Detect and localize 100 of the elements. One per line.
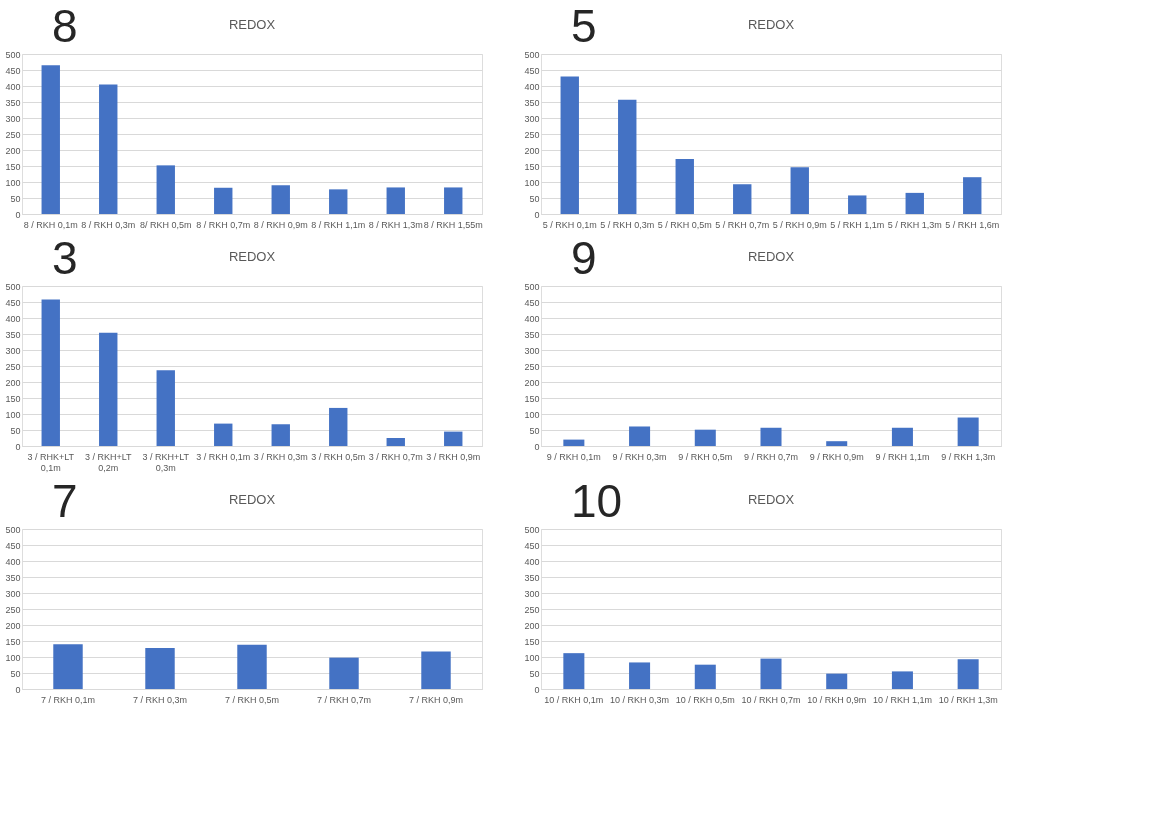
chart-title: REDOX — [747, 492, 795, 507]
y-tick-label: 500 — [5, 281, 21, 292]
y-tick-label: 450 — [5, 540, 21, 551]
y-tick-label: 350 — [5, 572, 21, 583]
x-tick-label: 5 / RKH 0,1m — [542, 219, 597, 230]
y-tick-label: 450 — [5, 297, 21, 308]
text: 7 — [52, 475, 78, 527]
y-tick-label: 150 — [5, 161, 21, 172]
y-tick-label: 150 — [5, 393, 21, 404]
x-tick-label: 3 / RKH 0,3m — [253, 451, 308, 462]
bar — [156, 165, 175, 214]
y-tick-label: 50 — [10, 425, 21, 436]
y-tick-label: 50 — [529, 193, 540, 204]
bar — [563, 653, 585, 689]
x-tick-label: 5 / RKH 1,3m — [887, 219, 942, 230]
y-tick-label: 400 — [5, 556, 21, 567]
bar — [329, 407, 348, 446]
y-tick-label: 400 — [5, 313, 21, 324]
y-tick-label: 250 — [5, 361, 21, 372]
y-tick-label: 450 — [524, 297, 540, 308]
bar — [733, 184, 752, 214]
x-tick-label: 3 / RKH+LT 0,2m — [84, 451, 133, 473]
y-tick-label: 100 — [5, 409, 21, 420]
x-tick-label: 8 / RKH 0,7m — [196, 219, 251, 230]
x-tick-label: 8 / RKH 1,3m — [368, 219, 423, 230]
y-tick-label: 150 — [524, 636, 540, 647]
x-tick-label: 9 / RKH 0,7m — [743, 451, 799, 462]
bar — [99, 84, 118, 214]
bar — [386, 438, 405, 446]
y-tick-label: 100 — [524, 409, 540, 420]
x-tick-label: 8 / RKH 1,55m — [423, 219, 483, 230]
bar — [629, 662, 651, 689]
y-tick-label: 250 — [5, 129, 21, 140]
y-tick-label: 200 — [5, 145, 21, 156]
y-tick-label: 400 — [524, 81, 540, 92]
bar — [214, 423, 233, 446]
chart-title: REDOX — [228, 492, 276, 507]
x-tick-label: 8/ RKH 0,5m — [139, 219, 192, 230]
x-tick-label: 3 / RKH 0,9m — [426, 451, 481, 462]
chart-title: REDOX — [747, 17, 795, 32]
x-tick-label: 9 / RKH 0,1m — [546, 451, 601, 462]
y-tick-label: 350 — [5, 329, 21, 340]
text: 3 — [52, 232, 78, 284]
y-tick-label: 450 — [5, 65, 21, 76]
y-tick-label: 250 — [524, 604, 540, 615]
x-tick-label: 9 / RKH 0,5m — [678, 451, 733, 462]
bar — [41, 65, 60, 214]
y-tick-label: 100 — [524, 652, 540, 663]
y-tick-label: 500 — [5, 49, 21, 60]
x-tick-label: 9 / RKH 1,3m — [941, 451, 996, 462]
chart-title: REDOX — [228, 249, 276, 264]
bar — [618, 99, 637, 214]
bar — [237, 644, 267, 689]
y-tick-label: 350 — [5, 97, 21, 108]
x-tick-label: 10 / RKH 0,9m — [807, 694, 867, 705]
y-tick-label: 0 — [15, 684, 21, 695]
bar — [848, 195, 867, 214]
x-tick-label: 5 / RKH 0,7m — [715, 219, 770, 230]
y-tick-label: 50 — [529, 668, 540, 679]
x-tick-label: 9 / RKH 0,9m — [809, 451, 864, 462]
x-tick-label: 8 / RKH 1,1m — [311, 219, 366, 230]
bar — [694, 664, 716, 689]
x-tick-label: 10 / RKH 0,5m — [675, 694, 735, 705]
y-tick-label: 500 — [524, 49, 540, 60]
y-tick-label: 300 — [5, 588, 21, 599]
y-tick-label: 500 — [524, 281, 540, 292]
y-tick-label: 300 — [524, 588, 540, 599]
bar — [760, 427, 782, 446]
bar — [99, 332, 118, 446]
y-tick-label: 250 — [5, 604, 21, 615]
chart-title: REDOX — [747, 249, 795, 264]
y-tick-label: 450 — [524, 540, 540, 551]
y-tick-label: 50 — [10, 193, 21, 204]
x-tick-label: 3 / RHK+LT 0,1m — [27, 451, 75, 473]
bar — [271, 424, 290, 446]
y-tick-label: 50 — [529, 425, 540, 436]
bar — [444, 431, 463, 446]
bar — [891, 671, 913, 689]
y-tick-label: 350 — [524, 329, 540, 340]
x-tick-label: 7 / RKH 0,9m — [408, 694, 464, 705]
x-tick-label: 7 / RKH 0,5m — [224, 694, 280, 705]
x-tick-label: 7 / RKH 0,1m — [40, 694, 96, 705]
bar — [329, 189, 348, 214]
bar — [329, 657, 359, 689]
y-tick-label: 150 — [524, 393, 540, 404]
y-tick-label: 500 — [524, 524, 540, 535]
bar — [53, 644, 83, 689]
y-tick-label: 250 — [524, 129, 540, 140]
x-tick-label: 5 / RKH 0,3m — [600, 219, 655, 230]
x-tick-label: 5 / RKH 1,6m — [945, 219, 1000, 230]
bar — [891, 427, 913, 446]
y-tick-label: 500 — [5, 524, 21, 535]
y-tick-label: 350 — [524, 97, 540, 108]
x-tick-label: 10 / RKH 0,7m — [741, 694, 801, 705]
x-tick-label: 3 / RKH 0,7m — [368, 451, 423, 462]
y-tick-label: 300 — [524, 345, 540, 356]
bar — [963, 177, 982, 214]
y-tick-label: 250 — [524, 361, 540, 372]
y-tick-label: 0 — [15, 209, 21, 220]
x-tick-label: 5 / RKH 0,9m — [772, 219, 827, 230]
